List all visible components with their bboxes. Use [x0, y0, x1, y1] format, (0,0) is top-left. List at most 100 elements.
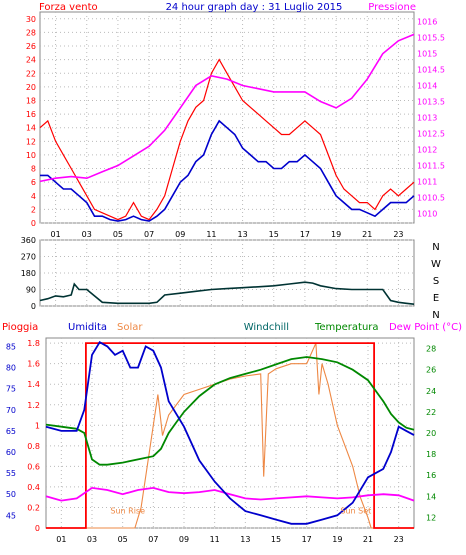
humidity-tick-label: 70: [6, 406, 16, 415]
series-line-5: [45, 486, 415, 502]
legend-label: Umidita: [68, 322, 107, 333]
hour-tick-label: 15: [271, 535, 281, 544]
pressure-tick-label: 1014.5: [417, 66, 445, 75]
rain-tick-label: 0: [35, 524, 40, 533]
compass-label: E: [433, 293, 439, 304]
pressure-tick-label: 1011.5: [417, 161, 445, 170]
pressure-tick-label: 1013: [417, 114, 437, 123]
hour-tick-label: 03: [87, 535, 97, 544]
hour-tick-label: 23: [393, 230, 403, 239]
wind-tick-label: 14: [26, 124, 36, 133]
hour-tick-label: 03: [82, 230, 92, 239]
wind-pressure-plot-area: [39, 11, 415, 224]
hour-tick-label: 09: [175, 230, 185, 239]
rain-tick-label: 0.4: [27, 483, 40, 492]
series-line-2: [39, 33, 415, 183]
wind-tick-label: 26: [26, 42, 36, 51]
humidity-axis-ticks: 45 50 55 60 65 70 75 80 85: [6, 342, 16, 520]
compass-label: N: [432, 242, 439, 253]
hour-tick-label: 19: [331, 230, 341, 239]
wind-tick-label: 2: [31, 205, 36, 214]
wind-direction-grid: [40, 239, 414, 307]
temperature-tick-label: 20: [426, 429, 436, 438]
humidity-tick-label: 45: [6, 511, 16, 520]
pressure-tick-label: 1014: [417, 82, 437, 91]
hour-tick-label: 05: [118, 535, 128, 544]
rain-axis-ticks: 0 0.2 0.4 0.6 0.8 1 1.2 1.4 1.6 1.8: [27, 339, 40, 533]
wind-tick-label: 20: [26, 83, 36, 92]
rain-temp-series: [45, 340, 415, 529]
wind-direction-axis-ticks: 0 90 180 270 360: [21, 236, 36, 311]
hour-tick-label: 21: [363, 535, 373, 544]
wind-direction-plot-area: [39, 239, 415, 307]
hour-tick-label: 19: [332, 535, 342, 544]
compass-label: S: [433, 276, 439, 287]
pressure-axis-ticks: 1010 1010.5 1011 1011.5 1012 1012.5 1013 1013.5…: [417, 18, 445, 219]
compass-label: N: [432, 310, 439, 321]
hour-tick-label: 13: [237, 230, 247, 239]
wind-tick-label: 0: [31, 219, 36, 228]
temperature-axis-ticks: 12 14 16 18 20 22 24 26 28: [426, 345, 436, 523]
rain-tick-label: 0.6: [27, 462, 40, 471]
legend-label: Dew Point (°C): [389, 322, 462, 333]
humidity-tick-label: 55: [6, 469, 16, 478]
pressure-tick-label: 1010: [417, 209, 437, 218]
hour-tick-label: 17: [302, 535, 312, 544]
hour-tick-label: 07: [144, 230, 154, 239]
hour-tick-label: 01: [50, 230, 60, 239]
wind-tick-label: 8: [31, 165, 36, 174]
pressure-tick-label: 1012.5: [417, 129, 445, 138]
rain-tick-label: 0.2: [27, 503, 40, 512]
legend-label: Temperatura: [314, 322, 379, 333]
chart-title: 24 hour graph day : 31 Luglio 2015: [166, 2, 343, 13]
legend-label: Windchill: [244, 322, 289, 333]
temperature-tick-label: 28: [426, 345, 436, 354]
rain-temp-hour-ticks: 01 03 05 07 09 11 13 15 17 19 21 23: [56, 535, 404, 544]
humidity-tick-label: 60: [6, 448, 16, 457]
temperature-tick-label: 24: [426, 387, 436, 396]
humidity-tick-label: 50: [6, 490, 16, 499]
pressure-tick-label: 1015.5: [417, 34, 445, 43]
direction-tick-label: 90: [26, 286, 36, 295]
series-line-2: [46, 342, 414, 529]
hour-tick-label: 07: [148, 535, 158, 544]
legend-label: Pioggia: [2, 322, 38, 333]
temperature-tick-label: 14: [426, 492, 436, 501]
wind-direction-series: [39, 281, 415, 305]
rain-tick-label: 1: [35, 421, 40, 430]
humidity-tick-label: 65: [6, 427, 16, 436]
series-line-1: [45, 340, 415, 525]
wind-pressure-series: [39, 33, 415, 222]
hour-tick-label: 15: [269, 230, 279, 239]
wind-pressure-hour-ticks: 01 03 05 07 09 11 13 15 17 19 21 23: [50, 230, 403, 239]
wind-tick-label: 24: [26, 56, 36, 65]
humidity-tick-label: 75: [6, 385, 16, 394]
legend-label: Solar: [117, 322, 143, 333]
hour-tick-label: 11: [206, 230, 216, 239]
hour-tick-label: 01: [56, 535, 66, 544]
temperature-tick-label: 18: [426, 450, 436, 459]
pressure-axis-label: Pressione: [368, 2, 416, 13]
hour-tick-label: 17: [300, 230, 310, 239]
temperature-tick-label: 22: [426, 408, 436, 417]
pressure-tick-label: 1011: [417, 177, 437, 186]
wind-axis-label: Forza vento: [39, 2, 98, 13]
rain-tick-label: 1.8: [27, 339, 40, 348]
hour-tick-label: 11: [210, 535, 220, 544]
compass-label: W: [431, 259, 441, 270]
wind-tick-label: 28: [26, 28, 36, 37]
wind-tick-label: 18: [26, 96, 36, 105]
wind-tick-label: 22: [26, 69, 36, 78]
temperature-tick-label: 26: [426, 366, 436, 375]
wind-tick-label: 10: [26, 151, 36, 160]
hour-tick-label: 05: [113, 230, 123, 239]
rain-tick-label: 1.6: [27, 360, 40, 369]
temperature-tick-label: 16: [426, 471, 436, 480]
wind-direction-line: [39, 281, 415, 305]
wind-tick-label: 30: [26, 15, 36, 24]
pressure-tick-label: 1015: [417, 50, 437, 59]
rain-tick-label: 0.8: [27, 442, 40, 451]
pressure-tick-label: 1013.5: [417, 98, 445, 107]
